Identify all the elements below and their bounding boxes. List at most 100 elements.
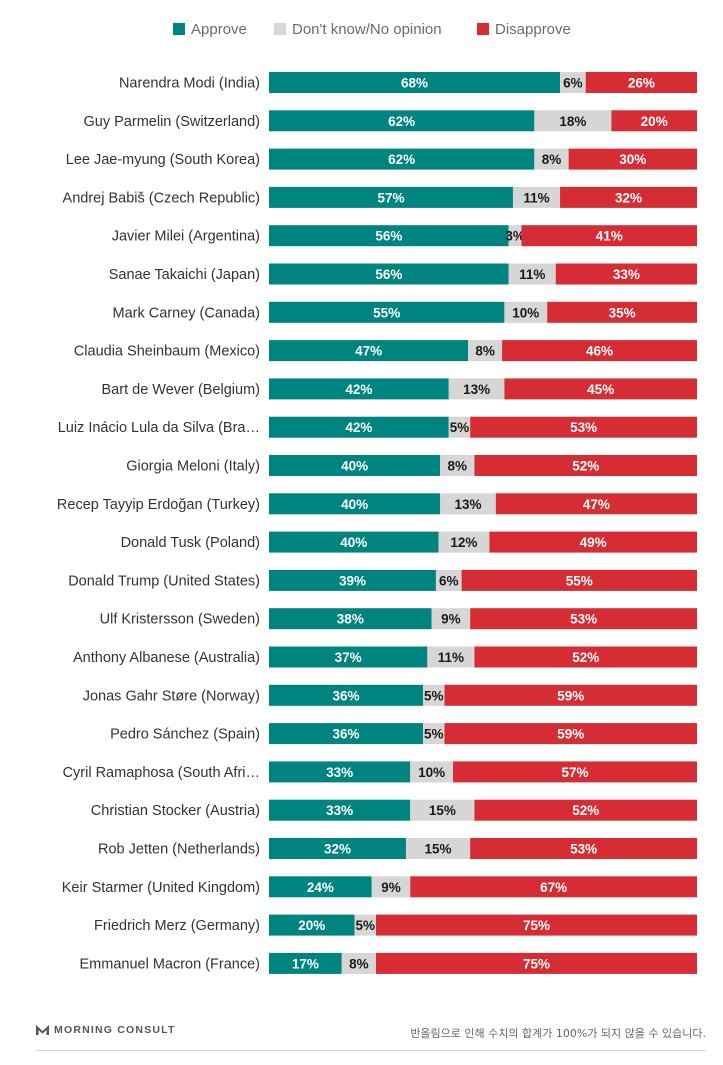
- bar-segment-no-opinion: [448, 378, 505, 400]
- legend-item-2: Disapprove: [477, 19, 571, 39]
- bar-segment-approve: [269, 723, 424, 745]
- bar-value-label: 13%: [455, 497, 482, 512]
- bar-value-label: 11%: [519, 267, 545, 282]
- bar-segment-approve: [269, 110, 535, 132]
- bar-segment-no-opinion: [508, 225, 522, 247]
- category-label: Giorgia Meloni (Italy): [126, 459, 260, 475]
- category-label: Claudia Sheinbaum (Mexico): [74, 344, 260, 360]
- bar-value-label: 9%: [381, 880, 401, 895]
- bar-segment-approve: [269, 301, 505, 323]
- bar-segment-disapprove: [568, 148, 697, 170]
- bar-value-label: 36%: [333, 688, 360, 703]
- bar-segment-no-opinion: [560, 72, 586, 93]
- category-label: Recep Tayyip Erdoğan (Turkey): [57, 497, 260, 513]
- bar-segment-approve: [269, 569, 436, 591]
- bar-value-label: 35%: [609, 305, 636, 320]
- bar-value-label: 8%: [475, 344, 495, 359]
- bar-segment-approve: [269, 186, 513, 208]
- bar-value-label: 8%: [349, 956, 369, 971]
- bar-value-label: 33%: [326, 803, 353, 818]
- legend-item-0: Approve: [173, 19, 247, 39]
- bar-value-label: 40%: [340, 535, 367, 550]
- category-label: Cyril Ramaphosa (South Afri…: [63, 765, 260, 781]
- bar-segment-approve: [269, 416, 449, 438]
- bar-segment-approve: [269, 531, 439, 553]
- category-label: Keir Starmer (United Kingdom): [62, 880, 260, 896]
- footer-divider: [36, 1050, 706, 1051]
- bar-value-label: 33%: [326, 765, 353, 780]
- bar-value-label: 38%: [337, 612, 364, 627]
- bar-segment-approve: [269, 378, 449, 400]
- bar-segment-disapprove: [376, 914, 697, 936]
- bar-segment-disapprove: [470, 608, 697, 630]
- morning-consult-logo-icon: [36, 1025, 49, 1035]
- bar-value-label: 55%: [566, 573, 593, 588]
- bar-value-label: 20%: [298, 918, 325, 933]
- bar-segment-disapprove: [474, 646, 697, 668]
- bar-value-label: 32%: [615, 190, 642, 205]
- bar-segment-no-opinion: [440, 493, 496, 515]
- bar-value-label: 45%: [587, 382, 614, 397]
- bar-segment-disapprove: [611, 110, 697, 132]
- bar-segment-disapprove: [521, 225, 697, 247]
- bar-segment-disapprove: [410, 876, 697, 898]
- stacked-bar-chart: Narendra Modi (India) 68% 6% 26% Guy Parmeli…: [57, 72, 697, 974]
- bar-value-label: 8%: [448, 459, 468, 474]
- bar-value-label: 24%: [307, 880, 334, 895]
- category-label: Christian Stocker (Austria): [91, 803, 260, 819]
- bar-value-label: 56%: [375, 229, 402, 244]
- bar-value-label: 75%: [523, 918, 550, 933]
- bar-value-label: 52%: [572, 650, 599, 665]
- bar-segment-no-opinion: [341, 952, 376, 974]
- bar-segment-disapprove: [474, 455, 697, 476]
- bar-segment-no-opinion: [371, 876, 411, 898]
- bar-value-label: 30%: [619, 152, 646, 167]
- category-label: Rob Jetten (Netherlands): [98, 842, 260, 858]
- bar-segment-no-opinion: [423, 684, 445, 706]
- bar-segment-no-opinion: [534, 110, 612, 132]
- legend-item-1: Don't know/No opinion: [274, 19, 442, 39]
- bar-value-label: 6%: [563, 76, 583, 91]
- bar-segment-no-opinion: [508, 263, 556, 285]
- bar-segment-approve: [269, 263, 509, 285]
- bar-value-label: 40%: [341, 497, 368, 512]
- bar-value-label: 57%: [377, 190, 404, 205]
- bar-segment-disapprove: [453, 761, 697, 783]
- bar-segment-no-opinion: [423, 723, 445, 745]
- bar-value-label: 6%: [439, 573, 459, 588]
- bar-segment-approve: [269, 838, 406, 859]
- category-label: Pedro Sánchez (Spain): [110, 727, 260, 743]
- bar-value-label: 52%: [572, 803, 599, 818]
- bar-segment-disapprove: [504, 378, 697, 400]
- bar-segment-approve: [269, 72, 561, 93]
- category-label: Donald Trump (United States): [68, 573, 260, 589]
- bar-segment-disapprove: [376, 952, 697, 974]
- bar-segment-no-opinion: [440, 455, 475, 476]
- category-label: Luiz Inácio Lula da Silva (Bra…: [58, 420, 260, 436]
- bar-value-label: 47%: [583, 497, 610, 512]
- bar-value-label: 53%: [570, 842, 597, 857]
- bar-segment-approve: [269, 914, 355, 936]
- bar-segment-no-opinion: [431, 608, 471, 630]
- bar-segment-disapprove: [585, 72, 697, 93]
- bar-value-label: 42%: [345, 382, 372, 397]
- bar-segment-disapprove: [560, 186, 697, 208]
- bar-value-label: 10%: [512, 305, 539, 320]
- bar-value-label: 55%: [373, 305, 400, 320]
- bar-value-label: 13%: [463, 382, 490, 397]
- bar-segment-no-opinion: [435, 569, 462, 591]
- bar-segment-approve: [269, 761, 411, 783]
- bar-value-label: 62%: [388, 114, 415, 129]
- bar-value-label: 15%: [425, 842, 452, 857]
- category-label: Javier Milei (Argentina): [112, 229, 260, 245]
- bar-segment-no-opinion: [405, 838, 471, 859]
- bar-segment-approve: [269, 608, 432, 630]
- bar-segment-no-opinion: [354, 914, 376, 936]
- bar-value-label: 53%: [570, 420, 597, 435]
- bar-value-label: 17%: [292, 956, 319, 971]
- bar-segment-no-opinion: [534, 148, 569, 170]
- bar-value-label: 3%: [505, 229, 525, 244]
- bar-value-label: 5%: [424, 727, 444, 742]
- bar-segment-approve: [269, 225, 509, 247]
- bar-segment-no-opinion: [504, 301, 548, 323]
